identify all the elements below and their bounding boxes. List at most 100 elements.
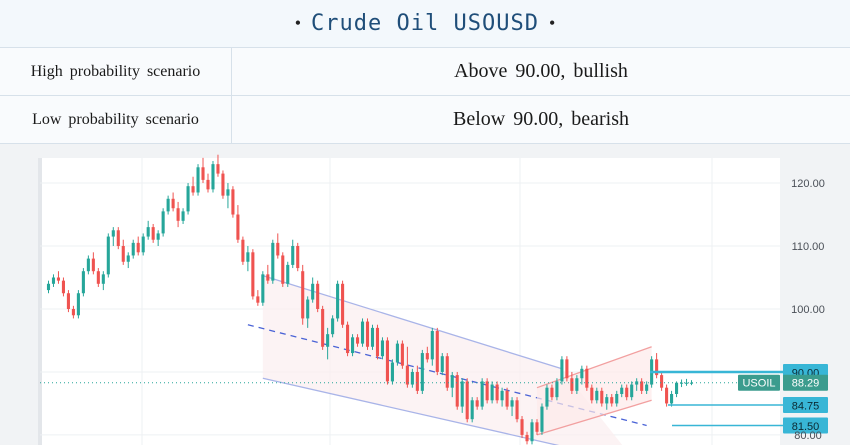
candle-body-115 bbox=[620, 387, 624, 394]
y-tick-label-2: 100.00 bbox=[791, 304, 825, 316]
candle-body-124 bbox=[665, 387, 669, 404]
candle-body-95 bbox=[520, 419, 524, 435]
candle-body-10 bbox=[96, 271, 100, 284]
candle-body-96 bbox=[525, 434, 529, 442]
candle-body-93 bbox=[510, 400, 514, 407]
level-label-2: 81.50 bbox=[792, 421, 820, 433]
candle-body-1 bbox=[51, 277, 56, 284]
candle-body-50 bbox=[296, 246, 300, 269]
candle-body-65 bbox=[370, 327, 375, 347]
candle-body-14 bbox=[116, 230, 120, 247]
candle-body-69 bbox=[390, 362, 394, 382]
candle-body-17 bbox=[131, 242, 135, 256]
candle-body-88 bbox=[485, 381, 489, 401]
candle-body-28 bbox=[186, 186, 190, 212]
candle-body-100 bbox=[545, 387, 549, 407]
candle-body-82 bbox=[455, 375, 459, 407]
candle-body-91 bbox=[500, 390, 504, 401]
candle-body-34 bbox=[216, 164, 220, 174]
current-price-tag bbox=[783, 374, 828, 391]
candle-body-46 bbox=[276, 242, 280, 256]
candle-body-57 bbox=[331, 318, 335, 335]
level-tag-1 bbox=[783, 397, 828, 414]
candle-body-4 bbox=[66, 293, 70, 309]
y-tick-label-0: 120.00 bbox=[791, 178, 825, 190]
candle-body-58 bbox=[336, 283, 340, 319]
candle-body-114 bbox=[615, 393, 619, 404]
candle-body-13 bbox=[111, 230, 115, 237]
candle-body-89 bbox=[490, 384, 494, 401]
rising-channel-fill bbox=[536, 346, 652, 435]
candle-body-27 bbox=[181, 211, 185, 221]
candle-body-63 bbox=[360, 321, 365, 344]
candle-body-26 bbox=[176, 208, 180, 221]
candle-body-119 bbox=[640, 381, 644, 391]
candle-body-122 bbox=[655, 359, 659, 376]
candle-body-75 bbox=[420, 353, 424, 391]
candle-body-103 bbox=[560, 359, 564, 382]
candle-body-31 bbox=[201, 167, 205, 180]
candle-body-112 bbox=[605, 397, 609, 404]
candle-body-36 bbox=[226, 189, 230, 196]
candle-body-25 bbox=[171, 198, 175, 209]
candle-body-113 bbox=[610, 397, 614, 404]
candle-body-0 bbox=[46, 283, 51, 291]
candle-body-64 bbox=[365, 321, 370, 347]
candle-body-72 bbox=[405, 365, 409, 385]
candle-body-6 bbox=[76, 293, 80, 316]
symbol-label: USOIL bbox=[742, 378, 775, 390]
candle-body-43 bbox=[261, 274, 265, 303]
candle-body-109 bbox=[590, 387, 594, 401]
candle-body-47 bbox=[281, 255, 285, 284]
candle-body-53 bbox=[311, 283, 315, 300]
candle-body-123 bbox=[660, 375, 664, 388]
level-label-1: 84.75 bbox=[792, 401, 820, 413]
candle-body-87 bbox=[480, 381, 484, 407]
candle-body-40 bbox=[246, 252, 250, 262]
candle-body-61 bbox=[351, 337, 355, 354]
candle-body-71 bbox=[400, 343, 404, 366]
candle-body-39 bbox=[241, 239, 245, 262]
symbol-tag bbox=[738, 374, 780, 391]
candle-body-42 bbox=[256, 296, 260, 303]
candle-body-30 bbox=[196, 167, 200, 193]
candle-body-94 bbox=[515, 400, 519, 420]
candle-body-73 bbox=[410, 371, 414, 385]
candle-body-117 bbox=[630, 384, 634, 398]
candle-body-21 bbox=[151, 227, 155, 240]
candle-body-104 bbox=[565, 359, 569, 379]
candle-body-24 bbox=[166, 198, 170, 212]
candle-body-84 bbox=[465, 381, 469, 420]
candle-body-105 bbox=[570, 378, 574, 391]
candle-body-98 bbox=[535, 422, 539, 432]
candle-body-29 bbox=[191, 186, 195, 193]
candle-body-18 bbox=[136, 242, 140, 253]
candle-body-44 bbox=[266, 274, 270, 281]
candle-body-70 bbox=[395, 343, 399, 363]
candle-body-67 bbox=[380, 340, 385, 357]
candle-body-52 bbox=[306, 299, 310, 319]
candle-body-19 bbox=[141, 236, 145, 253]
candle-body-48 bbox=[286, 264, 290, 284]
page-title: Crude Oil USOUSD bbox=[311, 11, 539, 36]
candle-body-33 bbox=[211, 164, 215, 190]
candle-body-107 bbox=[580, 368, 584, 379]
scenario-row-low: Low probability scenario Below 90.00, be… bbox=[0, 96, 850, 144]
candle-body-74 bbox=[415, 371, 419, 391]
chart-area: 90.00 84.75 81.50 USOIL 88.29 120.00 110.00 10… bbox=[0, 144, 850, 445]
candle-body-106 bbox=[575, 378, 579, 391]
current-price-label: 88.29 bbox=[792, 378, 820, 390]
candle-body-90 bbox=[495, 384, 499, 401]
candle-body-60 bbox=[346, 324, 350, 354]
candle-body-79 bbox=[440, 356, 444, 372]
candle-body-76 bbox=[425, 353, 429, 360]
candle-body-49 bbox=[291, 246, 295, 265]
candle-body-81 bbox=[450, 375, 454, 388]
candle-body-59 bbox=[341, 283, 345, 325]
candle-body-86 bbox=[475, 400, 479, 407]
candle-body-78 bbox=[435, 331, 439, 372]
rising-channel-lower bbox=[536, 399, 652, 436]
y-axis: 120.00 110.00 100.00 80.00 bbox=[791, 178, 825, 442]
candle-body-8 bbox=[86, 258, 90, 272]
